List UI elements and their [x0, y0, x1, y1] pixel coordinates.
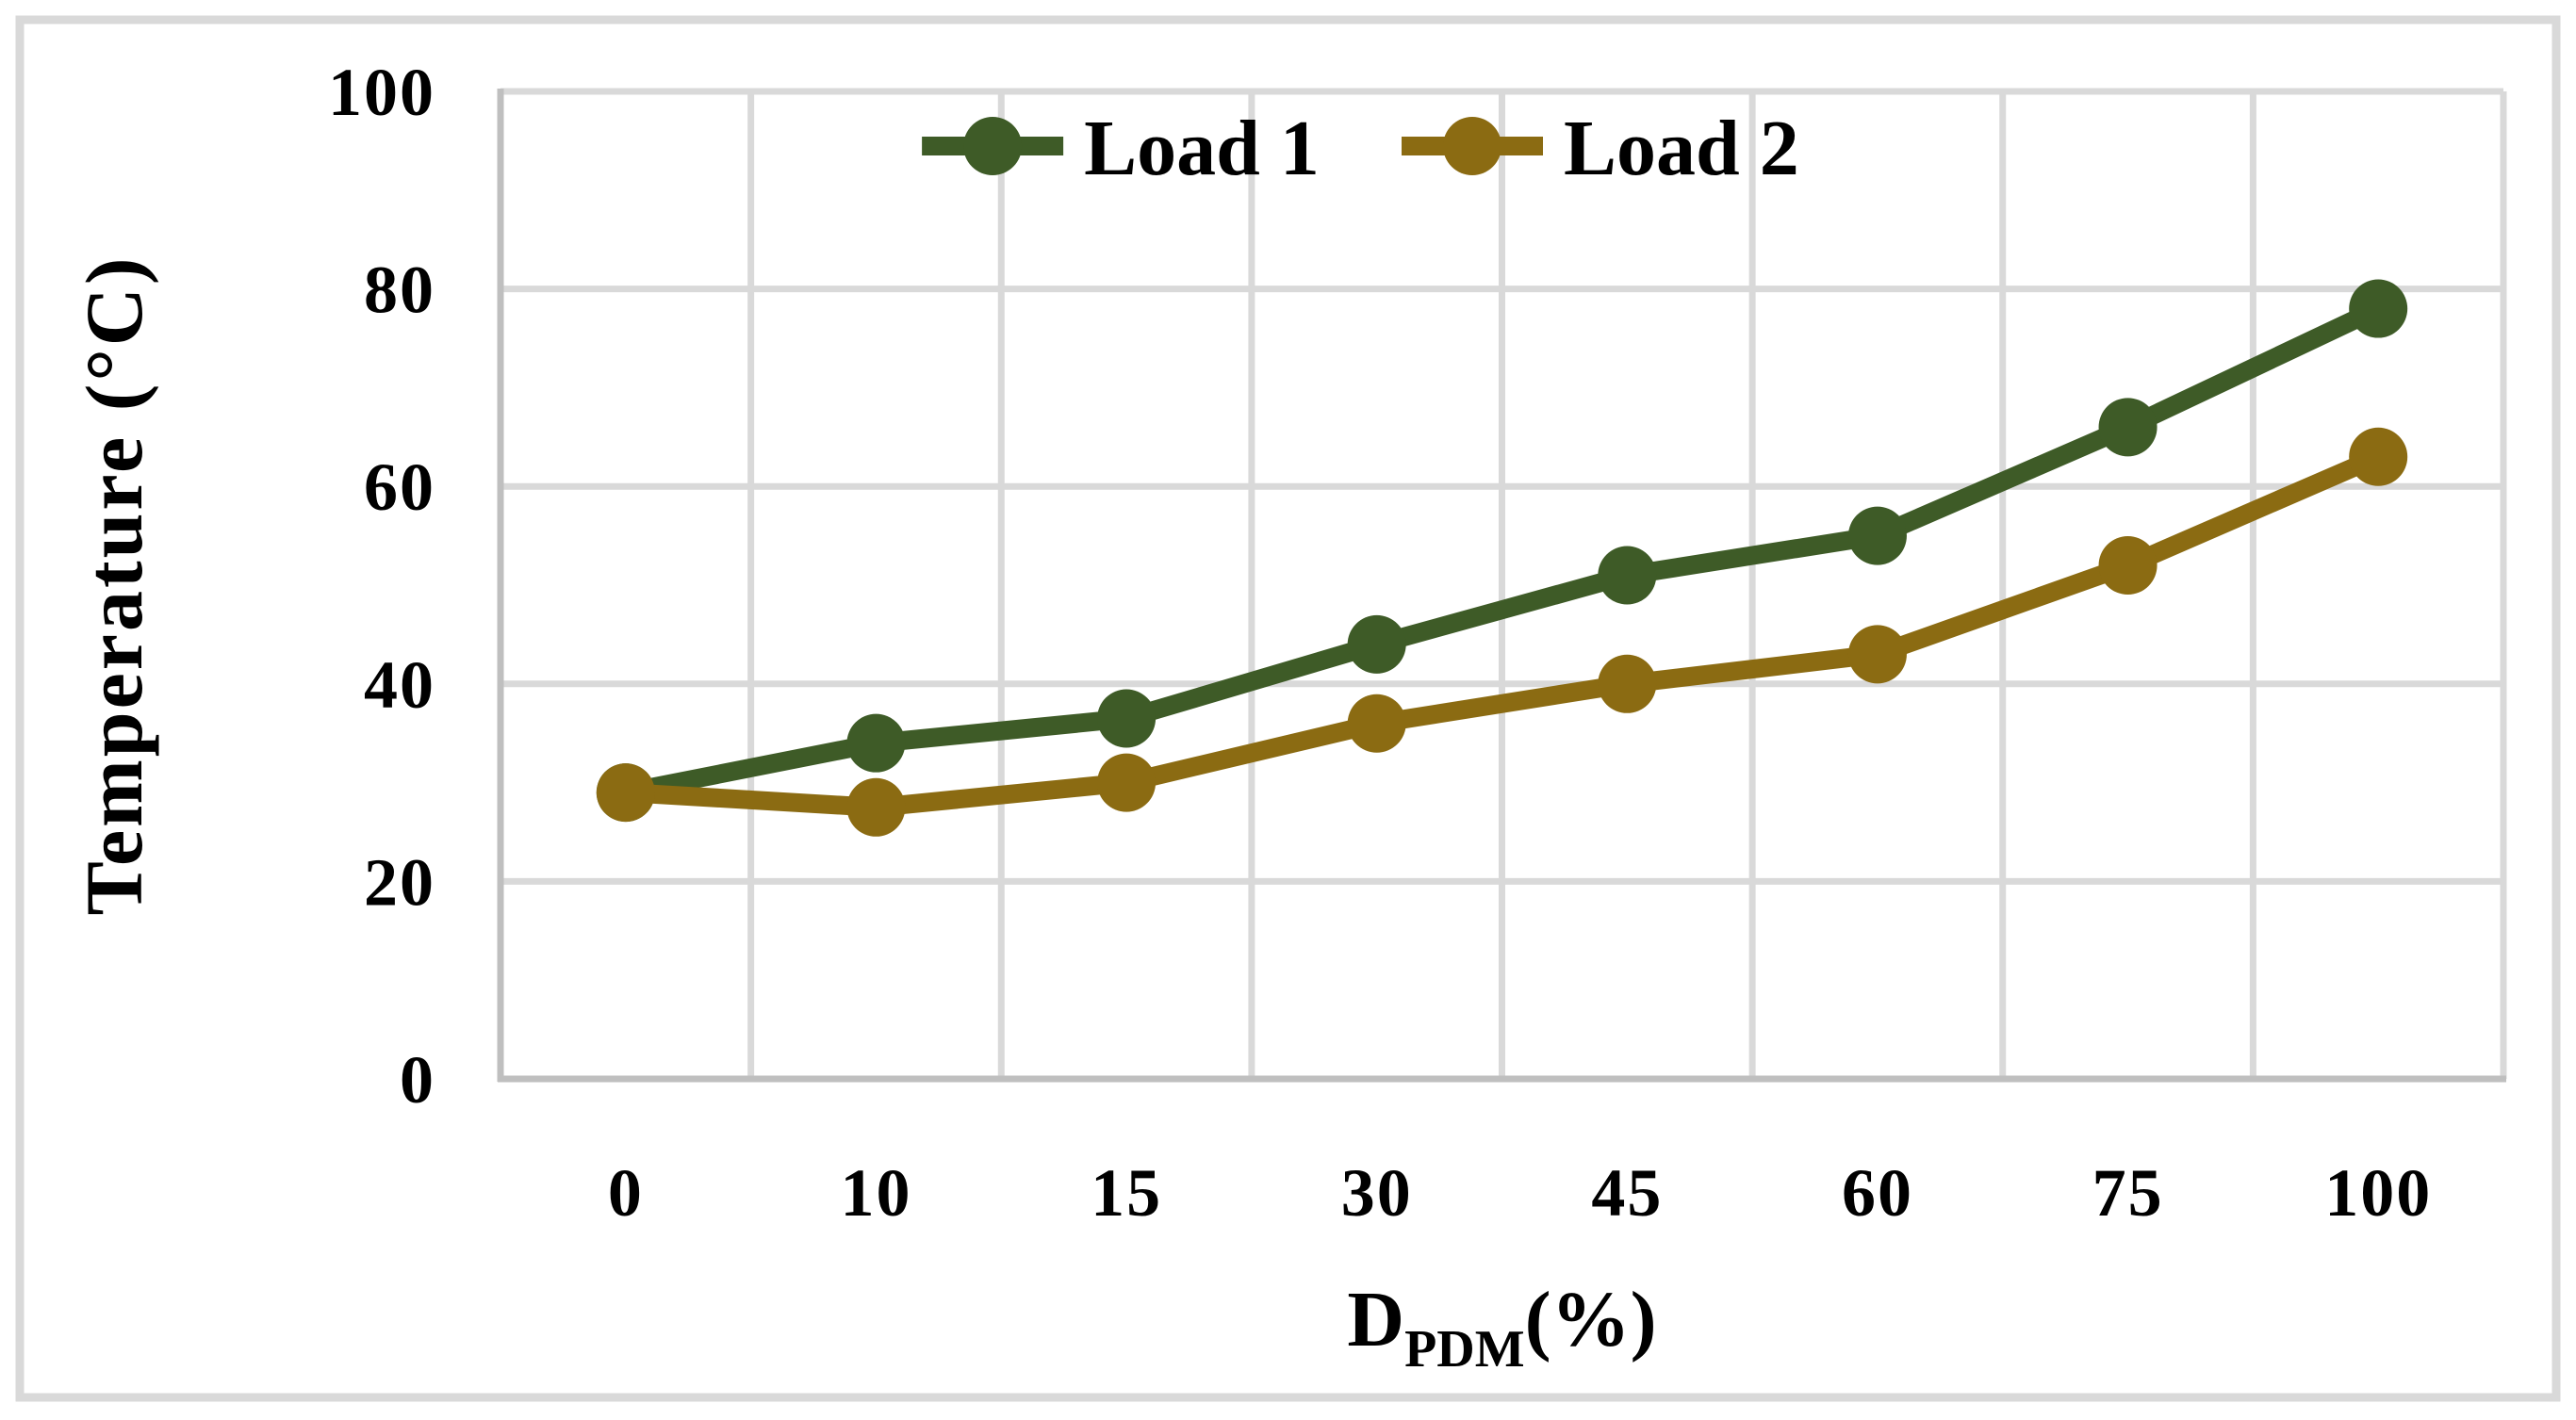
- series-line-load-2: [625, 448, 2383, 817]
- legend-label-load-1: Load 1: [1084, 105, 1320, 192]
- data-point-load-2-60: [1847, 625, 1907, 684]
- legend-label-load-2: Load 2: [1564, 105, 1799, 192]
- x-tick-label-10: 10: [840, 1155, 911, 1231]
- y-tick-label-100: 100: [328, 55, 435, 130]
- y-tick-label-80: 80: [364, 253, 435, 328]
- y-axis-tick-labels: 0 20 40 60 80 100: [328, 55, 435, 1118]
- y-axis-title-text: Temperature (°C): [69, 255, 159, 916]
- vertical-gridlines: [747, 91, 2507, 1079]
- x-tick-label-0: 0: [608, 1155, 644, 1231]
- legend-item-load-1: Load 1: [922, 105, 1320, 192]
- x-axis-title-suffix: (%): [1525, 1276, 1657, 1363]
- axes: [497, 89, 2506, 1083]
- data-point-load-1-60: [1847, 506, 1907, 565]
- data-point-load-2-30: [1347, 694, 1406, 753]
- legend-item-load-2: Load 2: [1402, 105, 1799, 192]
- x-axis-tick-labels: 0 10 15 30 45 60 75 100: [608, 1155, 2432, 1231]
- data-point-load-1-30: [1347, 614, 1406, 674]
- y-axis-title: Temperature (°C): [69, 255, 159, 916]
- legend-marker-circle-load-2: [1443, 117, 1501, 175]
- data-point-load-2-0: [596, 763, 655, 823]
- series-line-load-1: [623, 300, 2383, 802]
- data-point-load-2-75: [2098, 536, 2158, 596]
- x-tick-label-100: 100: [2324, 1155, 2432, 1231]
- x-tick-label-15: 15: [1091, 1155, 1162, 1231]
- data-point-load-2-10: [846, 777, 906, 837]
- horizontal-gridlines: [500, 88, 2503, 885]
- x-tick-label-45: 45: [1591, 1155, 1663, 1231]
- y-tick-label-60: 60: [364, 449, 435, 525]
- x-axis-title-sub: PDM: [1404, 1320, 1525, 1379]
- y-tick-label-0: 0: [400, 1042, 435, 1118]
- data-point-load-2-100: [2349, 427, 2408, 486]
- data-point-load-1-100: [2349, 279, 2408, 338]
- series-load-2: [596, 427, 2408, 837]
- y-tick-label-40: 40: [364, 647, 435, 723]
- x-tick-label-75: 75: [2092, 1155, 2164, 1231]
- x-tick-label-30: 30: [1341, 1155, 1413, 1231]
- data-point-load-2-45: [1598, 654, 1657, 713]
- data-point-load-1-45: [1598, 546, 1657, 605]
- x-axis-title: DPDM(%): [1347, 1276, 1656, 1379]
- x-tick-label-60: 60: [1842, 1155, 1913, 1231]
- y-tick-label-20: 20: [364, 844, 435, 920]
- data-point-load-1-75: [2098, 398, 2158, 457]
- x-axis-title-text: DPDM(%): [1347, 1276, 1656, 1379]
- data-point-load-1-10: [846, 713, 906, 773]
- data-point-load-2-15: [1097, 753, 1157, 812]
- data-series: [596, 279, 2408, 837]
- chart-outer-border: [15, 15, 2561, 1402]
- x-axis-title-base: D: [1347, 1276, 1404, 1363]
- legend: Load 1 Load 2: [922, 105, 1799, 192]
- legend-marker-circle-load-1: [963, 117, 1023, 175]
- data-point-load-1-15: [1097, 689, 1157, 748]
